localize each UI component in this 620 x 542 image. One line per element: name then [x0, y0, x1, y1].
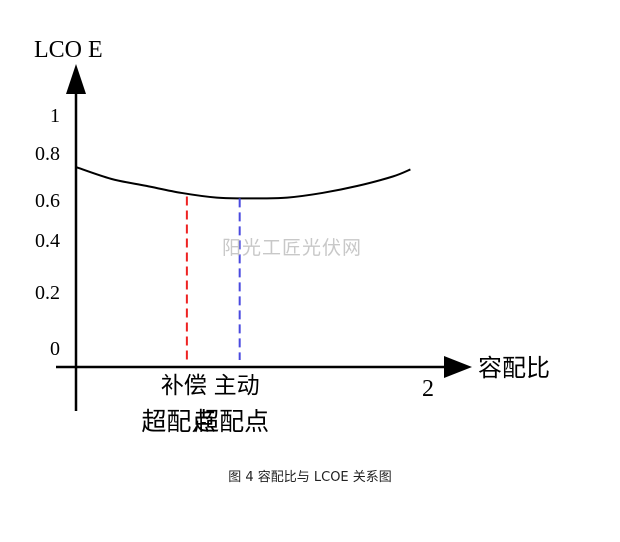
y-tick-label: 0.2	[35, 282, 60, 304]
x-tick-labels: 2	[422, 376, 434, 402]
lcoe-curve	[75, 166, 411, 200]
marker-label-line1: 补偿	[161, 373, 207, 399]
marker-label-line1: 主动	[214, 373, 260, 399]
y-tick-label: 1	[50, 105, 60, 127]
y-tick-label: 0.6	[35, 190, 60, 212]
y-tick-label: 0.8	[35, 143, 60, 165]
x-axis-label: 容配比	[478, 354, 550, 382]
y-tick-label: 0	[50, 338, 60, 360]
y-tick-label: 0.4	[35, 230, 60, 252]
marker-label-line2: 超配点	[194, 407, 269, 436]
y-axis-arrow	[66, 64, 86, 94]
marker-label-line2: 超配点	[141, 407, 216, 436]
x-axis-arrow	[444, 356, 472, 378]
figure-caption: 图 4 容配比与 LCOE 关系图	[228, 470, 392, 485]
y-axis-label: LCO E	[34, 37, 103, 63]
y-tick-labels: 0 0.2 0.4 0.6 0.8 1	[35, 105, 60, 360]
watermark-text: 阳光工匠光伏网	[222, 237, 363, 259]
x-tick-label: 2	[422, 376, 434, 402]
